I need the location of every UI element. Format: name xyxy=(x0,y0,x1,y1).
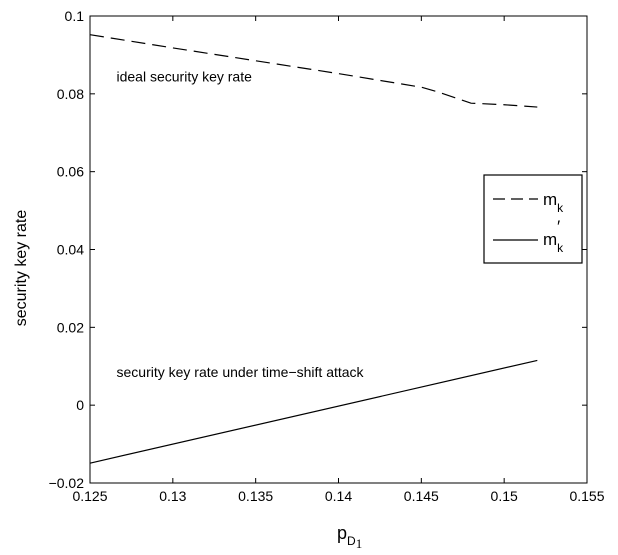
x-tick-label: 0.135 xyxy=(238,488,273,504)
series-line-mk xyxy=(89,34,538,108)
legend-label-mk: mk xyxy=(543,190,564,215)
series-line-mk-prime xyxy=(89,359,538,464)
annotation-ideal: ideal security key rate xyxy=(117,68,253,84)
y-tick-label: 0.08 xyxy=(57,86,84,102)
y-tick-label: 0.02 xyxy=(57,319,84,335)
legend-box xyxy=(483,174,583,264)
y-axis-label: security key rate xyxy=(13,210,30,327)
x-tick-label: 0.15 xyxy=(491,488,518,504)
legend-label-mk-prime: mk xyxy=(543,230,564,255)
x-tick-label: 0.145 xyxy=(404,488,439,504)
x-tick-label: 0.14 xyxy=(325,488,352,504)
y-tick-label: 0.1 xyxy=(65,8,85,24)
x-tick-label: 0.155 xyxy=(569,488,604,504)
annotations: ideal security key rate security key rate… xyxy=(117,68,365,380)
legend-prime-mark: ′ xyxy=(557,217,560,236)
y-tick-label: 0 xyxy=(76,397,84,413)
x-tick-label: 0.13 xyxy=(159,488,186,504)
x-axis-label: pD1 xyxy=(337,523,362,551)
y-tick-label: −0.02 xyxy=(49,475,85,491)
y-tick-label: 0.04 xyxy=(57,242,84,258)
annotation-attack: security key rate under time−shift attac… xyxy=(117,364,365,380)
y-tick-label: 0.06 xyxy=(57,164,84,180)
axis-ticks: 0.125 0.13 0.135 0.14 0.145 0.15 0.155 −0.02 0 0.… xyxy=(49,8,605,504)
legend: mk mk ′ xyxy=(483,174,583,264)
x-tick-label: 0.125 xyxy=(72,488,107,504)
data-series xyxy=(89,34,538,464)
